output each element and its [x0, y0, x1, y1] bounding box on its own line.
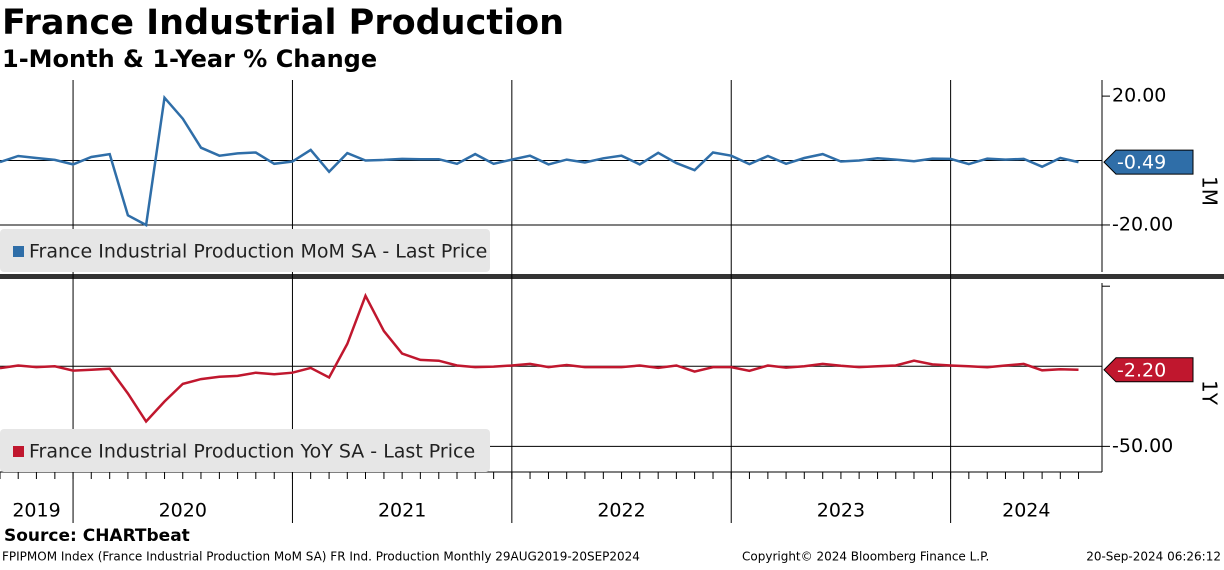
legend-box [0, 429, 490, 472]
panel-separator [0, 274, 1224, 279]
source: Source: CHARTbeat [4, 526, 190, 546]
chart-subtitle: 1-Month & 1-Year % Change [2, 45, 377, 73]
legend-swatch [13, 446, 24, 457]
last-price-label: -0.49 [1117, 152, 1166, 174]
x-tick-label: 2020 [159, 500, 207, 522]
x-tick-label: 2019 [12, 500, 60, 522]
legend-label: France Industrial Production MoM SA - La… [29, 241, 487, 263]
last-price-label: -2.20 [1117, 359, 1166, 381]
y-tick-label: -50.00 [1112, 435, 1173, 457]
x-tick-label: 2022 [597, 500, 645, 522]
axis-label: 1M [1198, 176, 1222, 206]
footer-center: Copyright© 2024 Bloomberg Finance L.P. [742, 550, 989, 564]
chart-title: France Industrial Production [2, 3, 564, 43]
legend-swatch [13, 246, 24, 257]
series-line [0, 94, 1079, 227]
last-price-tag [1103, 357, 1194, 383]
x-tick-label: 2023 [817, 500, 865, 522]
footer-left: FPIPMOM Index (France Industrial Product… [2, 550, 640, 564]
axis-label: 1Y [1198, 380, 1222, 406]
legend-box [0, 229, 490, 272]
x-tick-label: 2024 [1002, 500, 1050, 522]
legend-label: France Industrial Production YoY SA - La… [29, 441, 475, 463]
last-price-tag [1103, 149, 1194, 175]
series-line [0, 292, 1079, 424]
footer-right: 20-Sep-2024 06:26:12 [1086, 550, 1221, 564]
y-tick-label: 20.00 [1112, 85, 1166, 107]
y-tick-label: -20.00 [1112, 213, 1173, 235]
x-tick-label: 2021 [378, 500, 426, 522]
